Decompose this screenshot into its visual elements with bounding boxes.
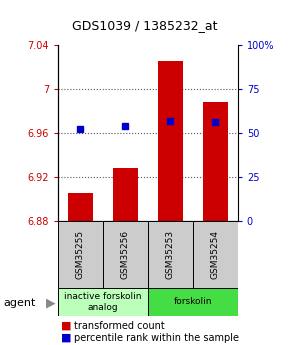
Bar bbox=[103, 221, 148, 288]
Bar bbox=[203, 102, 228, 221]
Text: GSM35255: GSM35255 bbox=[76, 230, 85, 279]
Text: ■: ■ bbox=[61, 321, 71, 331]
Text: transformed count: transformed count bbox=[74, 321, 165, 331]
Bar bbox=[58, 288, 148, 316]
Text: percentile rank within the sample: percentile rank within the sample bbox=[74, 333, 239, 343]
Text: GDS1039 / 1385232_at: GDS1039 / 1385232_at bbox=[72, 19, 218, 32]
Bar bbox=[148, 221, 193, 288]
Bar bbox=[58, 221, 103, 288]
Text: forskolin: forskolin bbox=[174, 297, 212, 306]
Bar bbox=[148, 288, 238, 316]
Bar bbox=[158, 61, 183, 221]
Text: ▶: ▶ bbox=[46, 296, 56, 309]
Text: GSM35253: GSM35253 bbox=[166, 230, 175, 279]
Text: GSM35254: GSM35254 bbox=[211, 230, 220, 279]
Bar bbox=[193, 221, 238, 288]
Bar bbox=[68, 193, 93, 221]
Bar bbox=[113, 168, 138, 221]
Text: inactive forskolin
analog: inactive forskolin analog bbox=[64, 292, 142, 312]
Text: GSM35256: GSM35256 bbox=[121, 230, 130, 279]
Text: ■: ■ bbox=[61, 333, 71, 343]
Text: agent: agent bbox=[3, 298, 35, 308]
